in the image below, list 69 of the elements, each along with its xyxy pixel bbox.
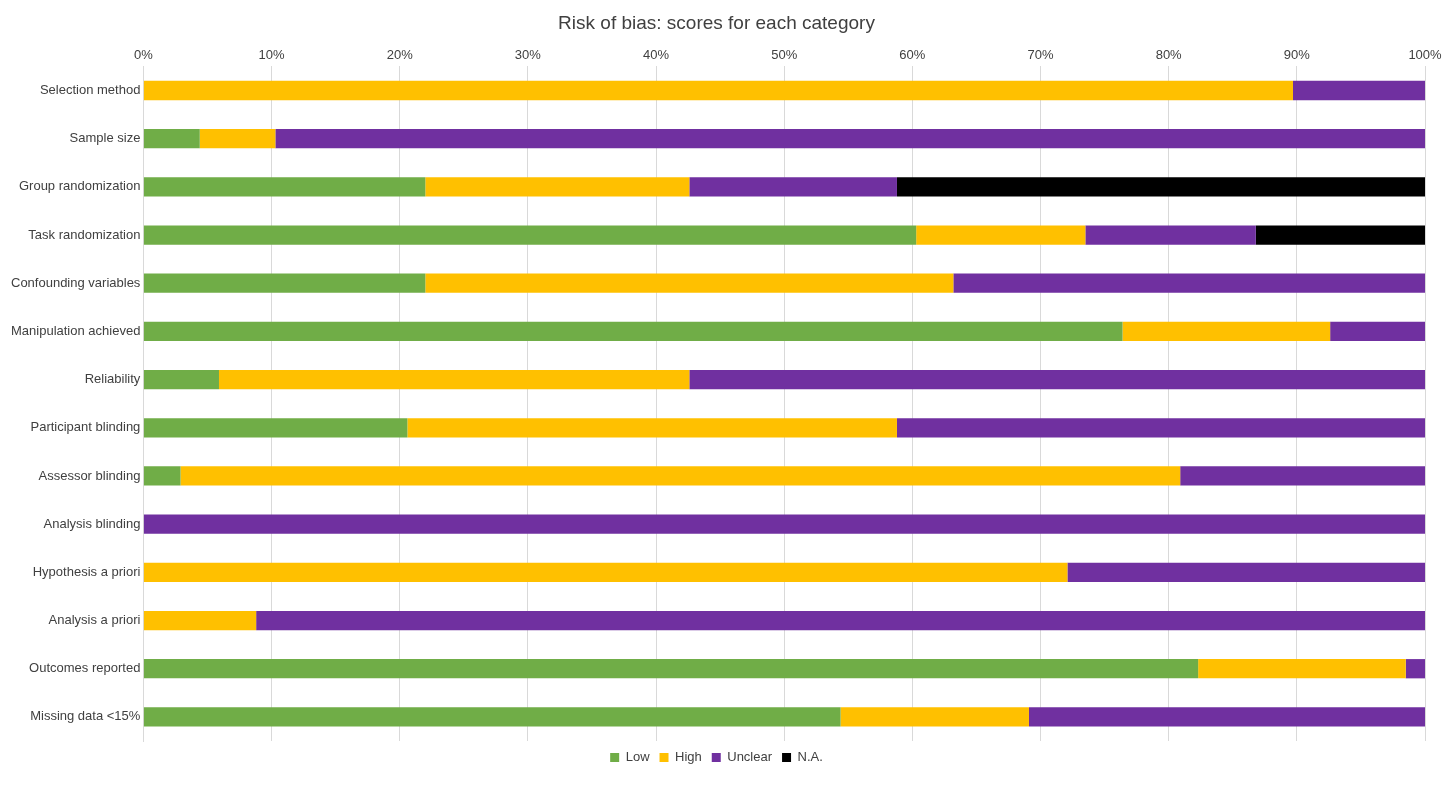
y-tick-label: Outcomes reported	[29, 660, 141, 676]
bar	[143, 659, 1199, 679]
chart-title: Risk of bias: scores for each category	[558, 11, 876, 33]
y-tick-label: Confounding variables	[10, 274, 141, 290]
legend-label: High	[675, 749, 702, 765]
x-tick-label: 0%	[133, 47, 154, 63]
bar	[1067, 562, 1425, 582]
legend-label: N.A.	[797, 749, 823, 765]
y-tick-label: Reliability	[84, 371, 141, 387]
bar	[143, 610, 257, 631]
x-tick-label: 60%	[899, 47, 926, 63]
bar	[425, 273, 954, 293]
y-tick-label: Analysis a priori	[48, 612, 141, 628]
bar	[1180, 466, 1425, 486]
bar	[143, 514, 1425, 534]
bar	[143, 321, 1123, 342]
y-tick-label: Manipulation achieved	[10, 323, 141, 338]
bar	[143, 466, 181, 486]
bar	[1198, 659, 1406, 679]
bar	[143, 225, 917, 245]
y-tick-label: Task randomization	[28, 226, 141, 242]
bar	[143, 369, 219, 390]
x-tick-label: 100%	[1408, 47, 1443, 63]
bar	[953, 273, 1425, 293]
bar	[916, 225, 1086, 245]
bar	[143, 129, 200, 149]
bar	[199, 129, 276, 149]
bar	[689, 177, 897, 197]
bar	[180, 466, 1181, 486]
bar	[1255, 225, 1425, 245]
bar	[840, 707, 1029, 727]
x-tick-label: 90%	[1283, 47, 1311, 63]
bar	[1330, 321, 1425, 342]
y-tick-label: Selection method	[39, 82, 141, 98]
y-tick-label: Analysis blinding	[43, 515, 141, 531]
y-tick-label: Hypothesis a priori	[32, 563, 141, 579]
bar	[1122, 321, 1331, 342]
bar	[143, 273, 426, 293]
bar	[143, 418, 408, 438]
x-tick-label: 20%	[386, 47, 414, 63]
bar	[1292, 80, 1425, 101]
bar	[218, 369, 690, 390]
bar	[689, 369, 1425, 390]
bar	[143, 707, 841, 727]
y-tick-label: Sample size	[69, 130, 141, 146]
bar	[1405, 659, 1425, 679]
x-tick-label: 10%	[258, 47, 285, 63]
x-tick-label: 80%	[1155, 47, 1183, 63]
bar	[896, 177, 1425, 197]
y-tick-label: Assessor blinding	[38, 467, 141, 483]
legend-label: Low	[625, 749, 651, 765]
legend-label: Unclear	[727, 749, 773, 765]
bar	[143, 562, 1068, 582]
bar	[143, 177, 426, 197]
y-tick-label: Participant blinding	[30, 419, 141, 435]
bar	[896, 418, 1425, 438]
bar	[143, 80, 1293, 101]
y-tick-label: Group randomization	[18, 178, 141, 194]
x-tick-label: 70%	[1027, 47, 1054, 63]
x-tick-label: 40%	[643, 47, 670, 63]
x-tick-label: 30%	[514, 47, 542, 63]
y-tick-label: Missing data <15%	[30, 708, 141, 724]
bar	[407, 418, 897, 438]
bar	[275, 129, 1425, 149]
bar	[256, 610, 1425, 631]
bar	[1085, 225, 1256, 245]
bar	[1028, 707, 1425, 727]
bar	[425, 177, 690, 197]
x-tick-label: 50%	[771, 47, 798, 63]
